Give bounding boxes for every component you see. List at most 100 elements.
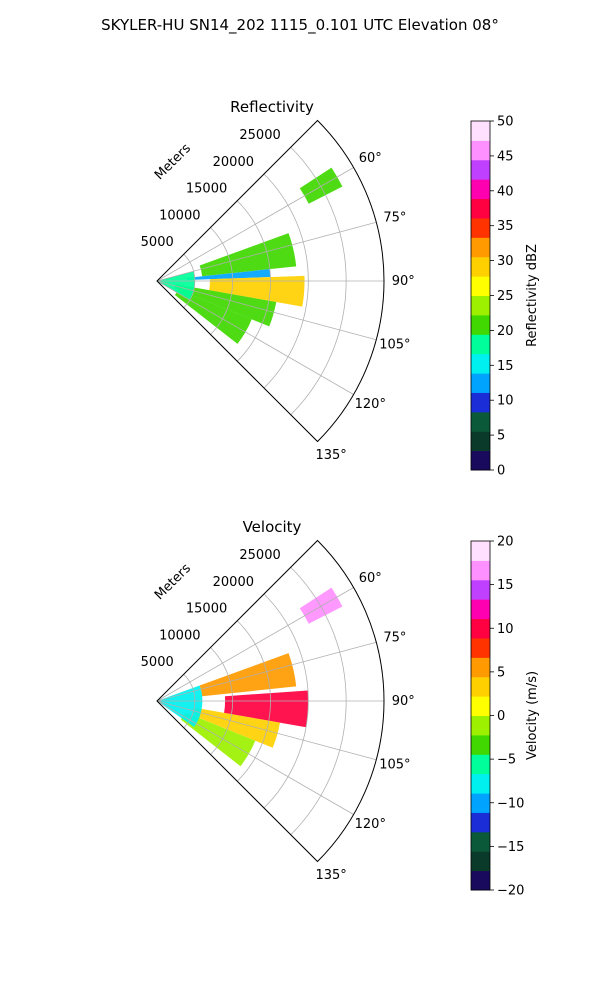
subplot-title: Velocity [243, 518, 302, 536]
colorbar-segment [471, 256, 490, 277]
angle-tick-label: 135° [315, 448, 346, 463]
colorbar-tick-label: 20 [497, 324, 514, 339]
colorbar-tick-label: 10 [497, 622, 514, 637]
angle-tick-label: 60° [359, 151, 382, 166]
colorbar-tick-label: 0 [497, 464, 505, 479]
echo-region-upper-band [199, 233, 297, 277]
colorbar-segment [471, 715, 490, 736]
echo-region-near-origin [157, 271, 195, 300]
colorbar-tick-label: 10 [497, 394, 514, 409]
colorbar-segment [471, 851, 490, 872]
echo-region-far-echo [299, 167, 343, 204]
subplot-title: Reflectivity [230, 98, 314, 116]
colorbar-tick-label: 25 [497, 289, 514, 304]
radial-tick-label: 25000 [239, 548, 280, 563]
radial-tick-label: 20000 [213, 575, 254, 590]
colorbar-tick-label: 15 [497, 578, 514, 593]
colorbar-tick-label: 30 [497, 254, 514, 269]
colorbar-segment [471, 392, 490, 413]
figure-title: SKYLER-HU SN14_202 1115_0.101 UTC Elevat… [101, 16, 499, 34]
azimuth-line [156, 280, 377, 341]
colorbar-tick-label: 20 [497, 535, 514, 550]
colorbar-segment [471, 353, 490, 374]
colorbar-segment [471, 431, 490, 452]
panel-velocity: Velocity 60° 75° 90° 105° 120° 135° 5000 10000 15… [141, 518, 540, 899]
angle-tick-label: 90° [392, 274, 415, 289]
colorbar-tick-label: −20 [497, 884, 524, 899]
angle-tick-label: 105° [379, 338, 410, 353]
echo-region-far-echo [299, 587, 343, 624]
colorbar-tick-label: 5 [497, 665, 505, 680]
sector-frame [156, 539, 385, 863]
colorbar-tick-label: 45 [497, 149, 514, 164]
colorbar-segment [471, 373, 490, 393]
radial-tick-label: 15000 [186, 182, 227, 197]
colorbar-segment [471, 676, 490, 697]
azimuth-line [156, 221, 377, 282]
colorbar-segment [471, 579, 490, 600]
panel-reflectivity: Reflectivity60°75°90°105°120°135°5000100… [141, 98, 540, 479]
azimuth-line [156, 167, 354, 282]
colorbar-tick-label: 15 [497, 359, 514, 374]
colorbar-segment [471, 198, 490, 219]
radial-tick-label: 10000 [159, 208, 200, 223]
angle-tick-label: 75° [383, 210, 406, 225]
colorbar-segment [471, 754, 490, 775]
colorbar-label: Velocity (m/s) [525, 671, 540, 760]
colorbar-segment [471, 334, 490, 355]
angle-tick-label: 135° [315, 868, 346, 883]
azimuth-line [156, 700, 354, 815]
colorbar-segment [471, 179, 490, 200]
colorbar-segment [471, 734, 490, 755]
colorbar-tick-label: 40 [497, 184, 514, 199]
data-layer [157, 587, 343, 767]
radial-tick-label: 10000 [159, 628, 200, 643]
colorbar-segment [471, 657, 490, 678]
data-layer [157, 167, 343, 344]
azimuth-line [156, 641, 377, 702]
colorbar-segment [471, 276, 490, 296]
colorbar-tick-label: −10 [497, 796, 524, 811]
colorbar-segment [471, 295, 490, 316]
colorbar-segment [471, 541, 490, 561]
echo-region-clear-gap [187, 269, 271, 280]
radial-tick-label: 5000 [141, 235, 174, 250]
colorbar-segment [471, 140, 490, 161]
echo-region-near-origin [157, 685, 203, 728]
azimuth-line [156, 280, 354, 395]
colorbar-segment [471, 812, 490, 833]
azimuth-line [156, 587, 354, 702]
angle-tick-label: 120° [355, 397, 386, 412]
colorbar-segment [471, 870, 490, 891]
colorbar-segment [471, 450, 490, 471]
colorbar-segment [471, 696, 490, 716]
colorbar-segment [471, 831, 490, 852]
radial-tick-label: 15000 [186, 602, 227, 617]
colorbar-tick-label: −15 [497, 840, 524, 855]
radial-tick-label: 25000 [239, 128, 280, 143]
radial-tick-label: 5000 [141, 655, 174, 670]
colorbar-label: Reflectivity dBZ [525, 244, 540, 347]
echo-region-lower-band [174, 289, 252, 344]
angle-tick-label: 60° [359, 571, 382, 586]
colorbar-segment [471, 773, 490, 794]
colorbar-segment [471, 560, 490, 581]
angle-tick-label: 75° [383, 630, 406, 645]
colorbar-segment [471, 793, 490, 813]
colorbar-tick-label: 35 [497, 219, 514, 234]
colorbar-segment [471, 121, 490, 141]
colorbar-segment [471, 411, 490, 432]
colorbar-tick-label: 5 [497, 429, 505, 444]
colorbar-segment [471, 217, 490, 238]
colorbar: 0 5 10 15 20 25 30 35 40 45 50 Reflectivity dBZ [470, 115, 540, 479]
radial-axis-label: Meters [152, 561, 194, 603]
angle-tick-label: 120° [355, 817, 386, 832]
colorbar-tick-label: −5 [497, 753, 516, 768]
colorbar-segment [471, 599, 490, 620]
angle-tick-label: 105° [379, 758, 410, 773]
azimuth-line [156, 700, 377, 761]
radial-axis-label: Meters [152, 141, 194, 183]
colorbar-segment [471, 159, 490, 180]
colorbar-segment [471, 618, 490, 639]
angle-tick-label: 90° [392, 694, 415, 709]
